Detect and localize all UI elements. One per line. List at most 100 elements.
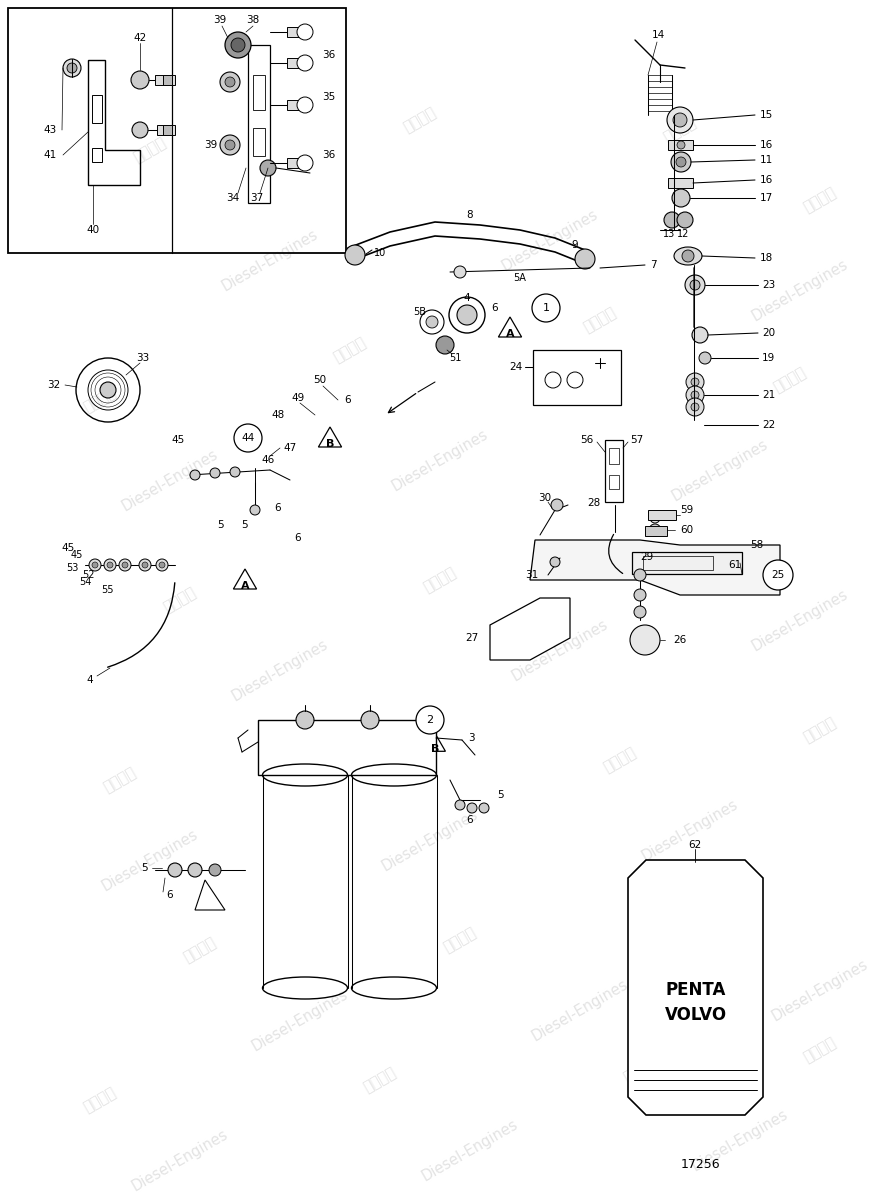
Text: 3: 3: [468, 733, 474, 743]
Circle shape: [250, 505, 260, 515]
Text: 29: 29: [641, 553, 653, 562]
Text: 45: 45: [61, 543, 75, 553]
Text: Diesel-Engines: Diesel-Engines: [230, 636, 331, 703]
Text: 34: 34: [226, 193, 239, 203]
Bar: [253, 128, 265, 155]
Text: 37: 37: [250, 193, 263, 203]
Text: 紫发动力: 紫发动力: [131, 135, 169, 165]
Text: 紧发动力: 紧发动力: [681, 904, 719, 935]
Text: 40: 40: [86, 225, 100, 234]
Text: 59: 59: [680, 505, 693, 515]
Text: 紫发动力: 紫发动力: [441, 925, 479, 956]
Bar: [668, 178, 693, 188]
Circle shape: [345, 245, 365, 266]
Text: 35: 35: [322, 92, 336, 102]
Text: 紫发动力: 紫发动力: [661, 555, 699, 585]
Text: 42: 42: [134, 33, 147, 43]
Text: 紫发动力: 紫发动力: [801, 715, 839, 745]
Circle shape: [551, 499, 563, 511]
Text: 58: 58: [750, 541, 764, 550]
Bar: [8, 8, 346, 254]
Circle shape: [188, 864, 202, 877]
Text: Diesel-Engines: Diesel-Engines: [129, 1127, 231, 1194]
Text: Diesel-Engines: Diesel-Engines: [379, 806, 481, 873]
Circle shape: [649, 524, 661, 536]
Text: 14: 14: [651, 30, 665, 39]
Text: 13: 13: [663, 228, 676, 239]
Circle shape: [119, 559, 131, 570]
Circle shape: [676, 157, 686, 167]
Text: 4: 4: [464, 293, 470, 303]
Text: 27: 27: [465, 633, 478, 643]
Circle shape: [634, 569, 646, 581]
Text: 19: 19: [762, 353, 775, 364]
Circle shape: [225, 140, 235, 150]
Text: 48: 48: [271, 410, 285, 420]
Bar: [645, 526, 667, 536]
Circle shape: [132, 122, 148, 138]
Circle shape: [650, 513, 660, 523]
Circle shape: [297, 55, 313, 71]
Text: 43: 43: [44, 126, 57, 135]
Circle shape: [296, 710, 314, 730]
Text: Diesel-Engines: Diesel-Engines: [749, 586, 851, 654]
Circle shape: [67, 63, 77, 73]
Text: 32: 32: [47, 380, 60, 390]
Text: 56: 56: [579, 435, 593, 445]
Text: 17: 17: [760, 193, 773, 203]
Text: Diesel-Engines: Diesel-Engines: [689, 1106, 791, 1173]
Circle shape: [156, 559, 168, 570]
Circle shape: [664, 212, 680, 228]
Bar: [632, 553, 742, 574]
Bar: [287, 28, 309, 37]
Circle shape: [691, 391, 699, 399]
Text: 紫发动力: 紫发动力: [581, 305, 619, 335]
Text: 51: 51: [449, 353, 461, 364]
Circle shape: [131, 71, 149, 89]
Text: 紫发动力: 紫发动力: [661, 115, 699, 145]
Text: Diesel-Engines: Diesel-Engines: [389, 426, 490, 494]
Text: 46: 46: [262, 454, 275, 465]
Ellipse shape: [674, 248, 702, 266]
Circle shape: [685, 275, 705, 295]
Text: 5A: 5A: [514, 273, 527, 283]
Text: B: B: [326, 439, 334, 448]
Circle shape: [92, 562, 98, 568]
Text: 紫发动力: 紫发动力: [621, 1055, 659, 1085]
Circle shape: [682, 250, 694, 262]
Bar: [163, 126, 172, 135]
Circle shape: [763, 560, 793, 590]
Text: 紫发动力: 紫发动力: [771, 365, 809, 395]
Bar: [157, 126, 175, 135]
Text: 45: 45: [172, 435, 184, 445]
Circle shape: [699, 352, 711, 364]
Circle shape: [209, 864, 221, 875]
Text: A: A: [240, 581, 249, 591]
Bar: [643, 556, 713, 570]
Text: 60: 60: [680, 525, 693, 535]
Circle shape: [691, 378, 699, 386]
Text: 紫发动力: 紫发动力: [361, 1064, 399, 1096]
Bar: [609, 448, 619, 464]
Circle shape: [550, 557, 560, 567]
Bar: [92, 148, 102, 161]
Text: 20: 20: [762, 328, 775, 338]
Bar: [648, 509, 676, 520]
Text: 1: 1: [543, 303, 549, 313]
Text: 紫发动力: 紫发动力: [161, 585, 198, 615]
Circle shape: [122, 562, 128, 568]
Text: 紫发动力: 紫发动力: [421, 565, 459, 596]
Text: Diesel-Engines: Diesel-Engines: [749, 256, 851, 324]
Circle shape: [667, 106, 693, 133]
Text: 22: 22: [762, 420, 775, 431]
Text: VOLVO: VOLVO: [665, 1006, 726, 1024]
Text: 39: 39: [205, 140, 218, 150]
Text: 7: 7: [650, 260, 657, 270]
Bar: [92, 94, 102, 123]
Text: 41: 41: [44, 150, 57, 160]
Text: 8: 8: [466, 210, 473, 220]
Circle shape: [455, 800, 465, 810]
Text: 52: 52: [82, 570, 94, 580]
Text: Diesel-Engines: Diesel-Engines: [499, 207, 601, 274]
Text: 39: 39: [214, 16, 227, 25]
